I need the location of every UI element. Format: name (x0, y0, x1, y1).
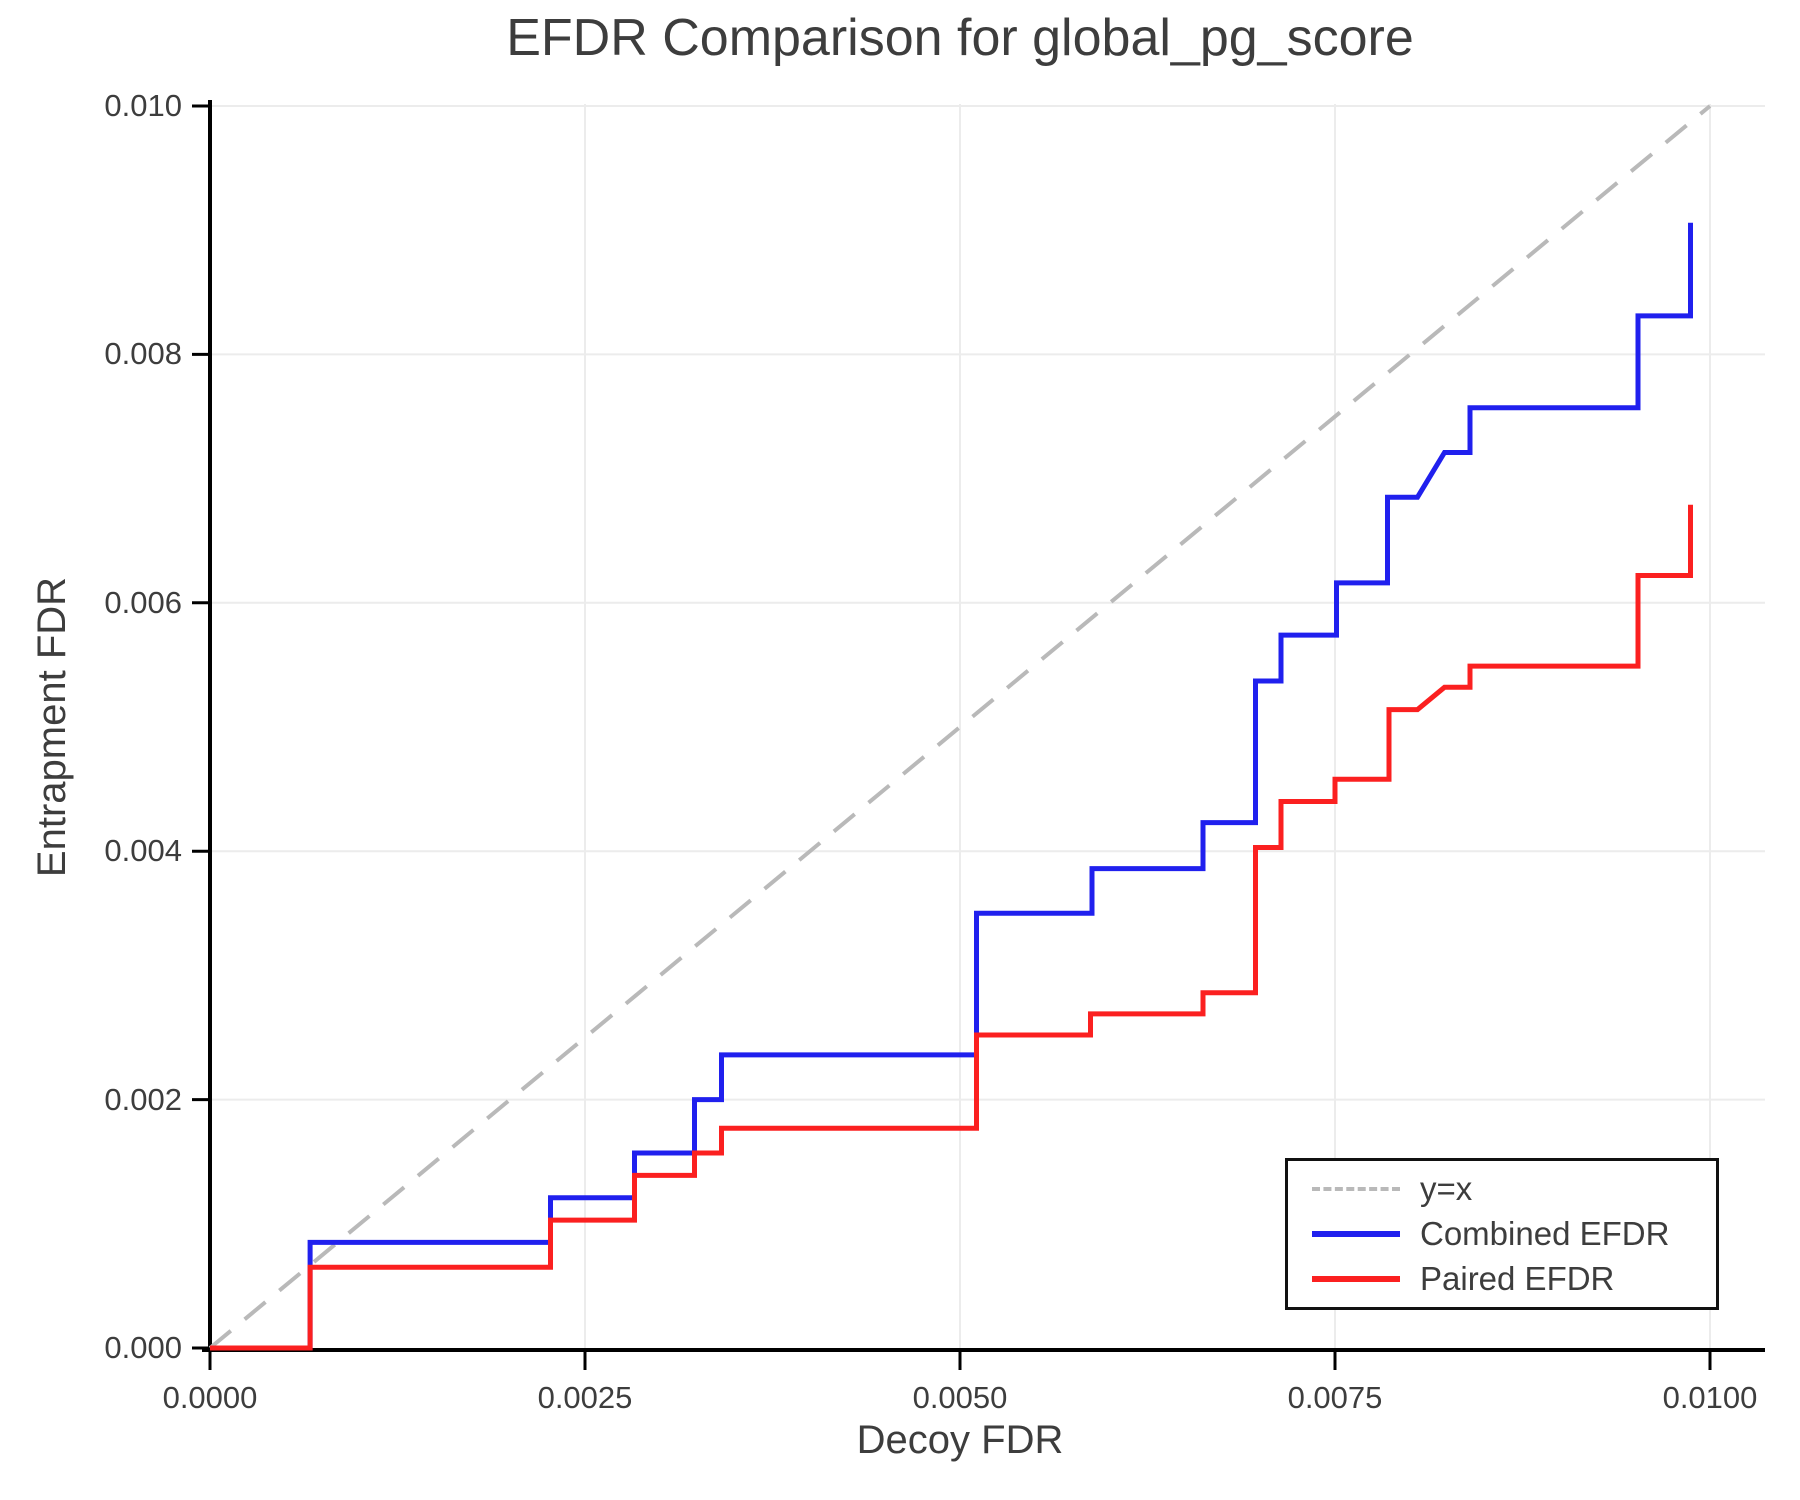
legend-row: Combined EFDR (1312, 1212, 1716, 1257)
series-lines (208, 104, 1712, 1351)
x-tick-label: 0.0000 (162, 1380, 258, 1415)
axis-spines (202, 100, 1765, 1352)
x-axis-label: Decoy FDR (856, 1418, 1064, 1462)
y-tick-label: 0.010 (104, 88, 182, 123)
legend-label: y=x (1420, 1170, 1473, 1207)
legend-row: Paired EFDR (1312, 1257, 1716, 1302)
x-tick-label: 0.0050 (912, 1380, 1008, 1415)
y-tick-label: 0.008 (104, 336, 182, 372)
x-tick-label: 0.0075 (1287, 1380, 1383, 1415)
y-tick-label: 0.004 (104, 833, 182, 869)
legend-label: Paired EFDR (1420, 1260, 1615, 1297)
x-tick-label: 0.0100 (1662, 1380, 1758, 1415)
legend-dashed-line-sample (1312, 1187, 1400, 1191)
legend-line-sample (1312, 1231, 1400, 1237)
chart-title: EFDR Comparison for global_pg_score (506, 9, 1414, 67)
legend-row: y=x (1312, 1167, 1716, 1212)
legend-line-sample (1312, 1276, 1400, 1282)
y-tick-label: 0.002 (104, 1081, 182, 1117)
y-x-line (208, 104, 1712, 1350)
x-tick-label: 0.0025 (537, 1380, 633, 1415)
paired-efdr-line (210, 504, 1693, 1351)
legend-label: Combined EFDR (1420, 1215, 1670, 1252)
legend-box: y=x Combined EFDR Paired EFDR (1285, 1158, 1719, 1310)
y-tick-label: 0.006 (104, 584, 182, 620)
axis-tick-marks (192, 104, 1712, 1370)
gridlines (210, 104, 1765, 1348)
y-tick-label: 0.000 (104, 1330, 182, 1365)
y-axis-label: Entrapment FDR (30, 576, 74, 878)
